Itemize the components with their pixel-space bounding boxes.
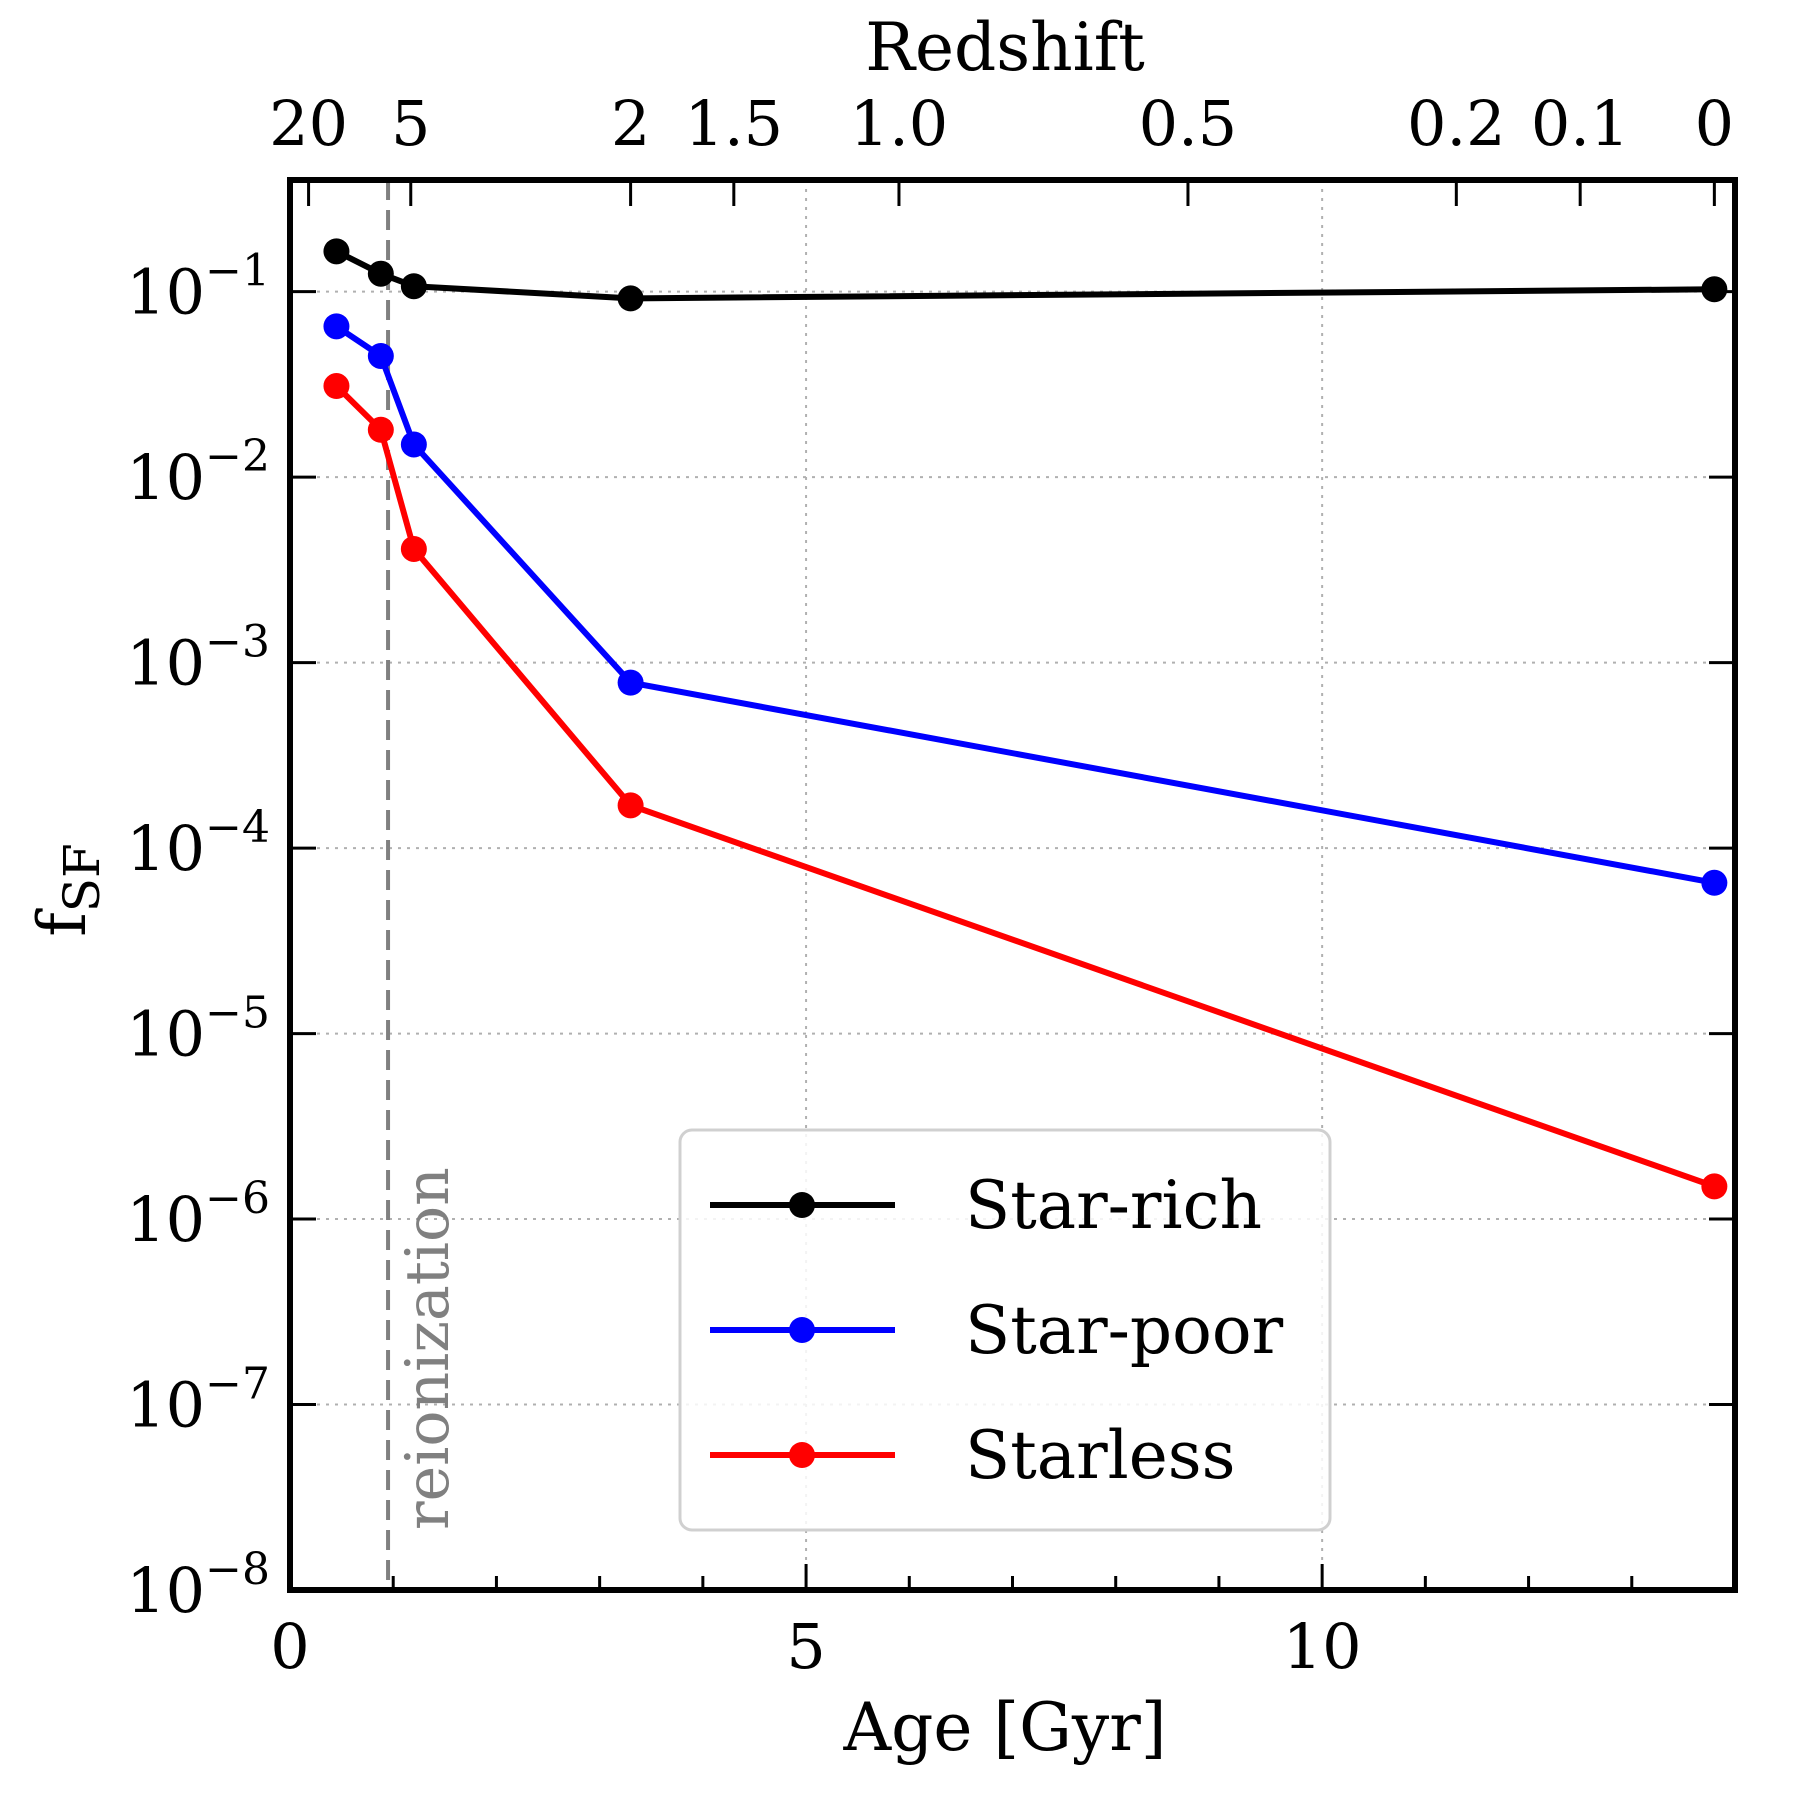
- y-axis-title: f: [24, 908, 101, 937]
- data-point-starless: [367, 416, 394, 443]
- svg-text:fSF: fSF: [24, 843, 111, 936]
- data-point-starless: [323, 373, 350, 400]
- y-tick-label: 10−6: [126, 1173, 270, 1256]
- data-series: [323, 238, 1728, 1200]
- y-axis-title-group: fSF: [24, 843, 111, 936]
- legend-marker: [789, 1317, 815, 1343]
- top-axis-title: Redshift: [865, 9, 1144, 86]
- x-tick-label: 10: [1283, 1610, 1362, 1683]
- data-point-star-poor: [400, 431, 427, 458]
- data-point-star-rich: [367, 260, 394, 287]
- top-tick-label: 5: [391, 87, 430, 160]
- legend-marker: [789, 1442, 815, 1468]
- y-tick-label: 10−3: [126, 617, 270, 700]
- top-tick-label: 2: [611, 87, 650, 160]
- reionization-label: reionization: [393, 1167, 463, 1530]
- data-point-star-poor: [1701, 869, 1728, 896]
- data-point-star-rich: [617, 285, 644, 312]
- data-point-star-rich: [323, 238, 350, 265]
- x-tick-label: 5: [786, 1610, 825, 1683]
- y-axis-title-subscript: SF: [53, 843, 111, 912]
- legend-box: [678, 1128, 1332, 1532]
- y-tick-label: 10−8: [126, 1544, 270, 1627]
- y-tick-label: 10−5: [126, 988, 270, 1071]
- y-tick-label: 10−2: [126, 431, 270, 514]
- top-tick-label: 1.5: [685, 87, 784, 160]
- series-line-starless: [334, 383, 1716, 1190]
- top-tick-label: 1.0: [850, 87, 949, 160]
- data-point-starless: [617, 792, 644, 819]
- reionization-line: reionization: [386, 180, 463, 1590]
- legend-marker: [789, 1192, 815, 1218]
- y-tick-label: 10−4: [126, 802, 270, 885]
- top-tick-label: 0.5: [1139, 87, 1238, 160]
- top-tick-label: 0.1: [1531, 87, 1630, 160]
- x-tick-label: 0: [270, 1610, 309, 1683]
- data-point-star-poor: [323, 313, 350, 340]
- top-tick-label: 20: [269, 87, 348, 160]
- data-point-starless: [400, 535, 427, 562]
- legend-label: Star-poor: [965, 1292, 1284, 1369]
- legend-label: Star-rich: [965, 1167, 1262, 1244]
- top-tick-label: 0.2: [1407, 87, 1506, 160]
- y-tick-label: 10−1: [126, 246, 270, 329]
- series-line-star-rich: [335, 248, 1715, 302]
- data-point-star-poor: [367, 342, 394, 369]
- legend: Star-rich Star-poor Starless: [678, 1128, 1332, 1532]
- data-point-star-rich: [400, 273, 427, 300]
- data-point-star-rich: [1701, 276, 1728, 303]
- y-tick-label: 10−7: [126, 1359, 270, 1442]
- legend-label: Starless: [965, 1417, 1236, 1494]
- data-point-star-poor: [617, 669, 644, 696]
- top-tick-label: 0: [1695, 87, 1734, 160]
- data-point-starless: [1701, 1173, 1728, 1200]
- series-line-star-poor: [334, 323, 1715, 886]
- x-axis-title: Age [Gyr]: [842, 1689, 1166, 1766]
